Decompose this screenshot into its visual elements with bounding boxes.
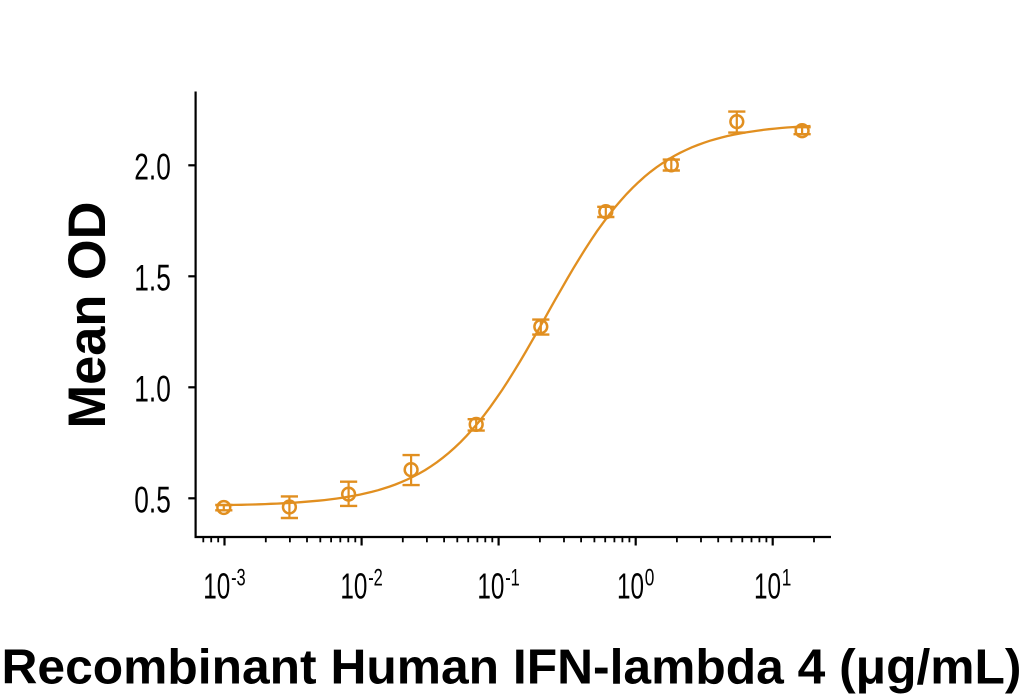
svg-text:10: 10 <box>340 566 367 607</box>
svg-text:1.5: 1.5 <box>134 257 171 298</box>
svg-text:10: 10 <box>754 566 781 607</box>
svg-text:1.0: 1.0 <box>134 368 171 409</box>
svg-text:0.5: 0.5 <box>134 479 171 520</box>
svg-text:10: 10 <box>617 566 644 607</box>
svg-text:10: 10 <box>203 566 230 607</box>
svg-text:10: 10 <box>477 566 504 607</box>
svg-text:Recombinant Human IFN-lambda 4: Recombinant Human IFN-lambda 4 (μg/mL) <box>2 641 1022 695</box>
svg-text:1: 1 <box>782 565 792 592</box>
svg-text:2.0: 2.0 <box>134 146 171 187</box>
svg-text:-2: -2 <box>368 565 383 592</box>
svg-text:-3: -3 <box>231 565 246 592</box>
svg-text:0: 0 <box>645 565 655 592</box>
svg-text:-1: -1 <box>505 565 520 592</box>
svg-text:Mean OD: Mean OD <box>58 202 117 429</box>
